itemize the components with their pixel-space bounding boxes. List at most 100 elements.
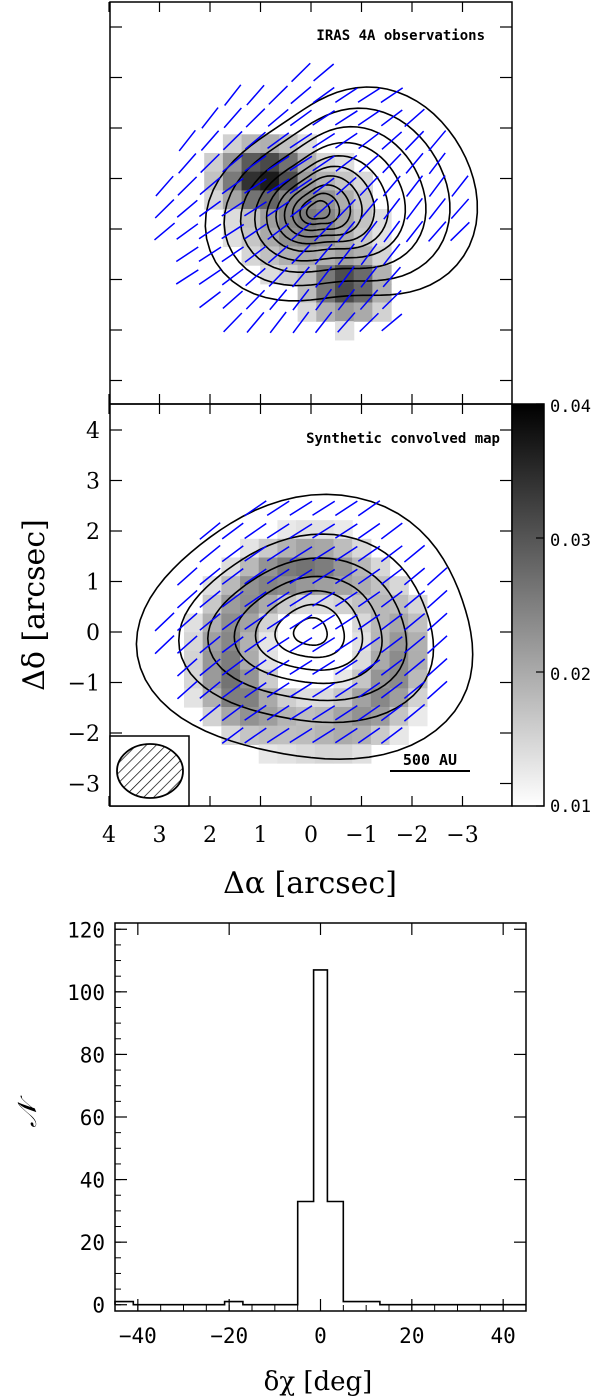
middle-vector — [199, 635, 221, 654]
top-contour — [305, 199, 331, 220]
top-vector — [292, 311, 310, 334]
top-vector — [223, 107, 242, 129]
middle-intensity-map — [183, 520, 428, 764]
top-vector — [291, 266, 310, 288]
colorbar-tick-label-2: 0.02 — [550, 665, 591, 685]
histogram-x-tick-label: −20 — [210, 1324, 248, 1348]
middle-intensity-pixel — [389, 632, 409, 652]
middle-intensity-pixel — [408, 688, 428, 708]
top-vector — [360, 198, 379, 220]
middle-vector — [357, 545, 381, 562]
top-vector — [289, 200, 312, 218]
top-intensity-pixel — [278, 209, 299, 229]
middle-intensity-pixel — [258, 650, 279, 671]
middle-vector — [357, 500, 381, 517]
middle-intensity-pixel — [314, 538, 335, 559]
top-vector — [244, 155, 267, 172]
middle-panel: 4 3 2 1 0 −1 −2 −3 4 3 2 1 0 −1 −2 −3 Synthetic convol… — [17, 403, 513, 901]
middle-intensity-pixel — [296, 688, 316, 708]
top-intensity-pixel — [316, 227, 336, 248]
colorbar-tick-label-min: 0.01 — [550, 797, 591, 817]
middle-intensity-pixel — [277, 725, 297, 745]
middle-intensity-pixel — [370, 688, 391, 708]
middle-intensity-pixel — [202, 688, 222, 708]
top-vector — [428, 152, 446, 175]
top-intensity-pixel — [372, 209, 392, 229]
histogram-x-tick-label: 40 — [491, 1324, 516, 1348]
top-vector — [358, 154, 380, 173]
middle-vector — [380, 636, 403, 654]
middle-intensity-pixel — [221, 594, 241, 615]
middle-vector — [221, 522, 244, 540]
middle-vector — [176, 658, 198, 677]
middle-intensity-pixel — [221, 688, 241, 708]
top-vector — [291, 62, 311, 83]
top-vector — [404, 130, 425, 151]
middle-intensity-pixel — [258, 744, 279, 764]
middle-vector — [221, 727, 244, 744]
middle-vector — [312, 523, 336, 539]
histogram-y-tick-label: 0 — [92, 1294, 105, 1318]
middle-x-tick-labels: 4 3 2 1 0 −1 −2 −3 — [102, 823, 479, 848]
middle-intensity-pixel — [183, 632, 204, 652]
top-vector — [312, 86, 335, 104]
top-vector — [221, 223, 245, 240]
top-vector — [201, 107, 219, 129]
middle-intensity-pixel — [370, 613, 391, 633]
top-intensity-pixel — [278, 246, 299, 266]
middle-x-tick-label: 4 — [102, 823, 116, 848]
middle-contour — [177, 533, 435, 724]
top-vector — [359, 289, 379, 311]
middle-vector — [154, 612, 175, 632]
middle-vector — [244, 613, 267, 630]
middle-vector — [403, 703, 426, 722]
top-vector — [380, 87, 404, 104]
histogram-y-tick-label: 100 — [67, 981, 105, 1005]
middle-vector — [221, 681, 244, 699]
middle-vector — [426, 658, 448, 677]
middle-vector — [289, 614, 313, 630]
middle-x-tick-label: −3 — [446, 823, 478, 848]
middle-intensity-pixel — [389, 725, 409, 745]
top-vector — [337, 266, 355, 288]
histogram-x-tick-label: −40 — [119, 1324, 157, 1348]
top-vector — [244, 131, 266, 150]
middle-intensity-pixel — [408, 613, 428, 633]
middle-y-tick-label: 0 — [86, 621, 100, 646]
middle-vector — [244, 727, 267, 744]
middle-x-tick-label: −2 — [396, 823, 428, 848]
top-intensity-pixel — [297, 302, 317, 322]
middle-vector — [289, 500, 313, 516]
top-vector — [360, 266, 378, 288]
top-contour — [283, 175, 363, 238]
top-vector — [243, 201, 267, 217]
top-intensity-pixel — [297, 246, 317, 266]
histogram-y-tick-label: 120 — [67, 918, 105, 942]
middle-vector — [312, 682, 336, 698]
top-vector — [267, 222, 290, 241]
top-vector — [222, 154, 244, 173]
top-vector — [176, 223, 199, 240]
middle-intensity-pixel — [333, 594, 353, 615]
top-intensity-pixel — [334, 321, 355, 341]
top-vector — [381, 313, 403, 332]
top-vector — [405, 175, 424, 197]
top-vector — [315, 266, 333, 288]
middle-intensity-pixel — [258, 706, 279, 727]
middle-intensity-pixel — [370, 725, 391, 745]
top-vector — [199, 177, 221, 196]
top-intensity-pixel — [222, 134, 243, 154]
top-contour — [204, 86, 479, 302]
middle-x-tick-label: 0 — [304, 823, 318, 848]
top-vector — [175, 246, 199, 263]
middle-vector — [266, 636, 290, 653]
top-vector — [337, 288, 356, 311]
middle-vector — [426, 589, 448, 609]
top-intensity-pixel — [278, 134, 299, 154]
middle-contour — [135, 493, 474, 761]
colorbar-tick-label-3: 0.03 — [550, 531, 591, 551]
histogram-frame — [114, 922, 527, 1312]
top-intensity-pixel — [353, 265, 373, 285]
middle-intensity-pixel — [333, 669, 353, 689]
top-intensity-pixel — [260, 152, 280, 173]
